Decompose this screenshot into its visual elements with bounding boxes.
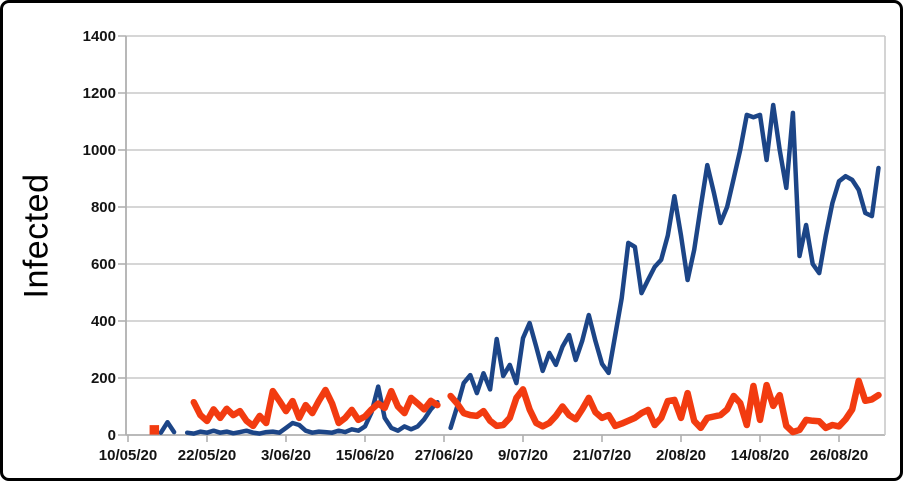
x-tick-label: 3/06/20 [261,447,311,464]
x-tick-label: 21/07/20 [573,447,631,464]
infected-orange-line [447,377,882,436]
infected-blue-line [184,384,440,436]
x-tick-label: 27/06/20 [415,447,473,464]
y-tick-label: 1200 [83,85,116,102]
y-tick-label: 800 [91,199,116,216]
x-tick-label: 2/08/20 [656,447,706,464]
infected-orange-line [190,386,441,430]
y-tick-label: 1000 [83,142,116,159]
x-tick-label: 22/05/20 [178,447,236,464]
y-tick-label: 400 [91,313,116,330]
chart-canvas: 0 200 400 600 800 1000 1200 1400 10/05/20 22/05/2… [83,28,886,464]
y-tick-label: 1400 [83,28,116,45]
x-tick-label: 9/07/20 [498,447,548,464]
y-tick-label: 600 [91,256,116,273]
infected-orange-point-marker [149,425,160,435]
y-tick-label: 0 [108,427,116,444]
infected-blue-line [448,102,881,431]
y-tick-label: 200 [91,370,116,387]
x-tick-label: 26/08/20 [810,447,868,464]
x-tick-label: 10/05/20 [99,447,157,464]
x-tick-label: 14/08/20 [731,447,789,464]
infected-blue-line [158,419,177,435]
x-tick-label: 15/06/20 [336,447,394,464]
